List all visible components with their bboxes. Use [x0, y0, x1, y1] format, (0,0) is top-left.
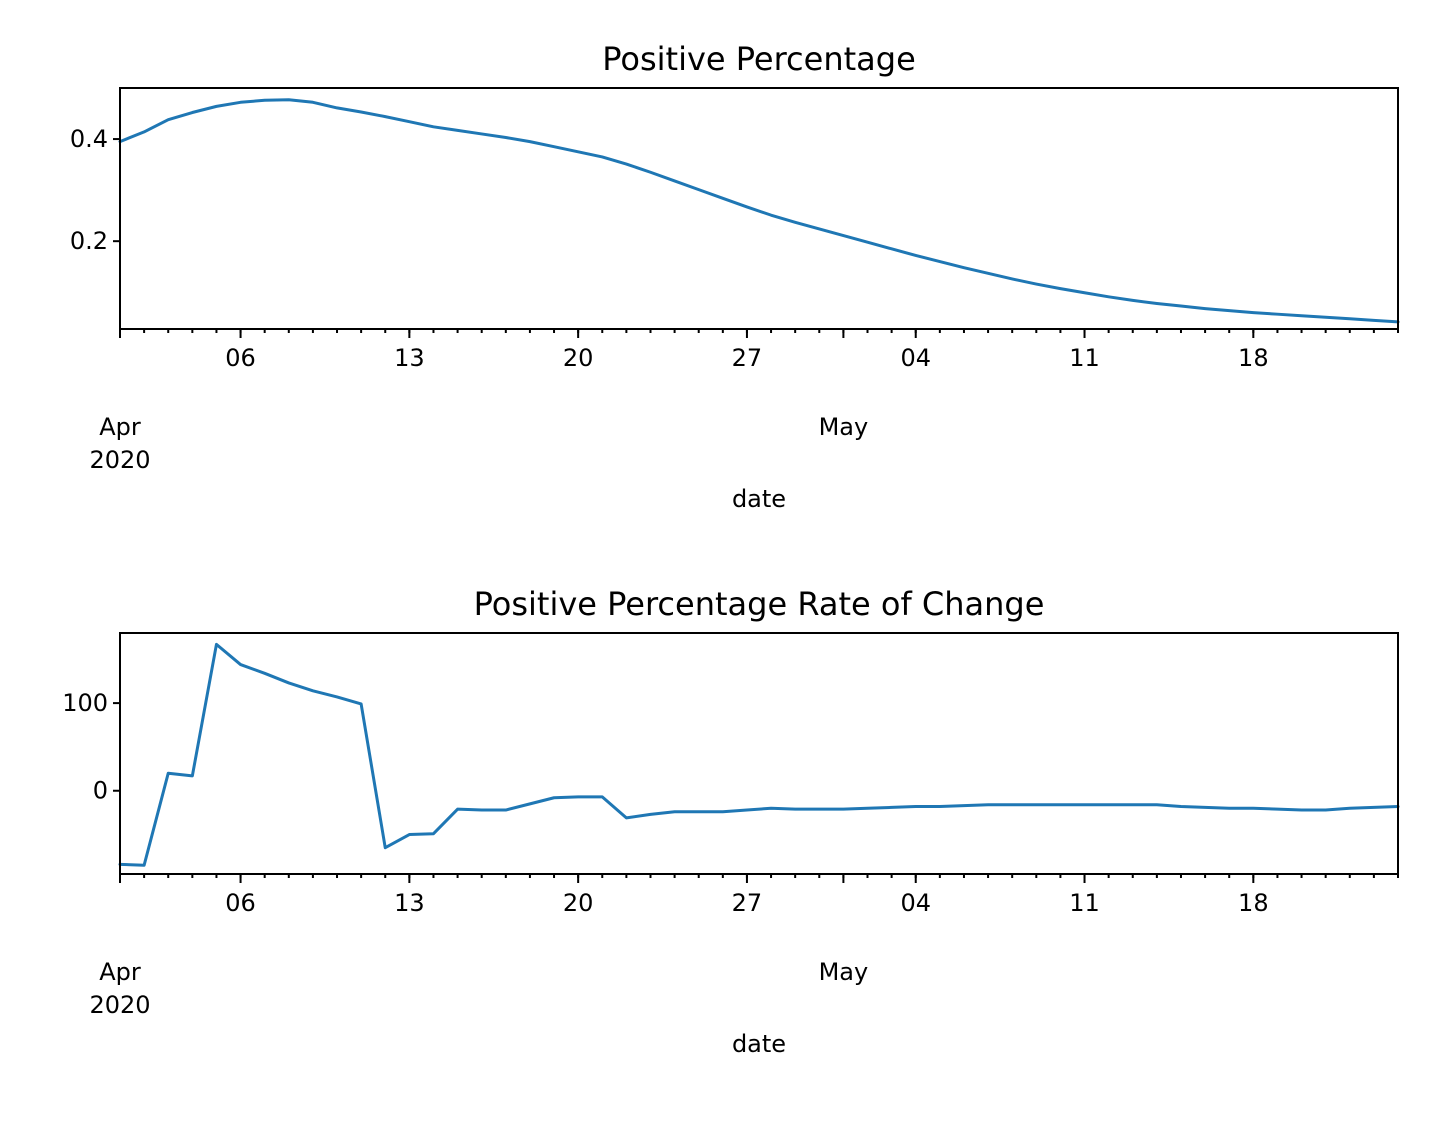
month-labels: Apr 2020 May	[89, 958, 868, 1019]
x-tick-label: 06	[225, 889, 256, 917]
chart-title: Positive Percentage	[602, 40, 916, 78]
plot-frame	[119, 632, 1399, 875]
y-tick-label: 0.4	[70, 125, 108, 153]
y-ticks: 0.2 0.4	[70, 125, 120, 255]
year-label: 2020	[89, 446, 150, 474]
x-tick-label: 27	[732, 344, 763, 372]
x-tick-label: 20	[563, 344, 594, 372]
y-ticks: 0 100	[62, 689, 120, 805]
x-tick-label: 20	[563, 889, 594, 917]
month-label: Apr	[99, 958, 141, 986]
x-ticks: 06 13 20 27 04 11 18	[119, 329, 1399, 372]
chart-title: Positive Percentage Rate of Change	[474, 585, 1045, 623]
x-tick-label: 18	[1238, 889, 1269, 917]
y-tick-label: 100	[62, 689, 108, 717]
x-axis-label: date	[732, 1030, 786, 1058]
x-tick-label: 11	[1069, 344, 1100, 372]
series-line	[118, 98, 1400, 324]
x-tick-label: 27	[732, 889, 763, 917]
x-axis-label: date	[732, 485, 786, 513]
y-tick-label: 0.2	[70, 227, 108, 255]
x-tick-label: 18	[1238, 344, 1269, 372]
x-tick-label: 06	[225, 344, 256, 372]
x-tick-label: 13	[394, 344, 425, 372]
month-labels: Apr 2020 May	[89, 413, 868, 474]
plot-frame	[119, 87, 1399, 330]
chart-positive-percentage-rate-of-change: Positive Percentage Rate of Change 0100 …	[62, 585, 1400, 1058]
month-label: Apr	[99, 413, 141, 441]
chart-positive-percentage: Positive Percentage 0.2 0.4 06 13 20 27 04 11 1…	[70, 40, 1400, 513]
month-label: May	[819, 958, 869, 986]
year-label: 2020	[89, 991, 150, 1019]
x-tick-label: 11	[1069, 889, 1100, 917]
y-tick-label: 0	[93, 777, 108, 805]
series-line	[118, 642, 1400, 867]
x-tick-label: 04	[900, 344, 931, 372]
month-label: May	[819, 413, 869, 441]
x-tick-label: 13	[394, 889, 425, 917]
x-tick-label: 04	[900, 889, 931, 917]
